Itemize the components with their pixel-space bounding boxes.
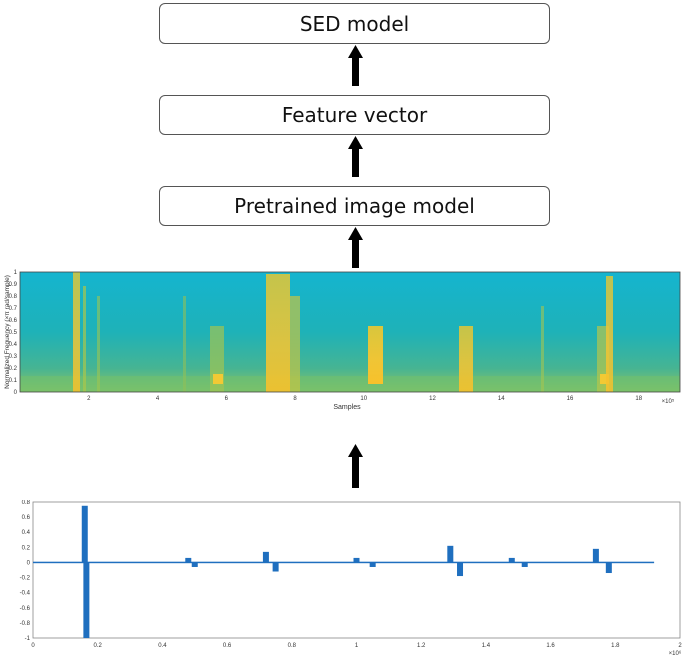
spectrogram-x-tick-label: 2 xyxy=(87,396,91,402)
pretrained-model-label: Pretrained image model xyxy=(234,194,475,218)
waveform-peak xyxy=(272,562,279,572)
arrow-up-icon xyxy=(348,444,363,488)
spectrogram-x-tick-label: 8 xyxy=(293,396,297,402)
waveform-y-ticks: 0.8 0.6 0.4 0.2 0 -0.2 -0.4 -0.6 -0.8 -1 xyxy=(20,500,31,642)
waveform-y-tick-label: -0.4 xyxy=(20,591,31,597)
spectrogram-y-tick-label: 0.4 xyxy=(9,342,18,348)
spectrogram-y-tick-label: 1 xyxy=(14,270,18,276)
waveform-x-tick-label: 1 xyxy=(355,643,359,649)
waveform-y-tick-label: -0.6 xyxy=(20,606,31,612)
waveform-baseline xyxy=(33,561,655,564)
waveform-peak xyxy=(353,557,360,563)
spectrogram-y-tick-label: 0 xyxy=(14,390,18,396)
waveform-peak xyxy=(369,562,376,567)
spectrogram-plot-area xyxy=(19,271,681,393)
spectrogram-x-exponent: ×10⁵ xyxy=(662,398,675,405)
spectrogram-y-tick-label: 0.7 xyxy=(9,306,18,312)
sed-model-box: SED model xyxy=(159,3,550,44)
waveform-x-tick-label: 0 xyxy=(31,643,35,649)
arrow-up-icon xyxy=(348,227,363,268)
waveform-peak xyxy=(81,505,88,563)
waveform-peak xyxy=(508,557,515,563)
spectrogram-x-tick-label: 14 xyxy=(498,396,505,402)
spectrogram-y-tick-label: 0.5 xyxy=(9,330,18,336)
waveform-x-tick-label: 0.4 xyxy=(158,643,167,649)
waveform-y-tick-label: 0 xyxy=(27,560,31,566)
spectrogram-x-tick-label: 18 xyxy=(635,396,642,402)
spectrogram-x-tick-label: 4 xyxy=(156,396,160,402)
waveform-y-tick-label: -1 xyxy=(25,636,31,642)
waveform-x-ticks: 0 0.2 0.4 0.6 0.8 1 1.2 1.4 1.6 1.8 2 xyxy=(31,643,682,649)
waveform-peak xyxy=(457,562,464,577)
spectrogram-x-tick-label: 6 xyxy=(225,396,229,402)
waveform-chart: 0.80.60.40.20-0.2-0.4-0.6-0.8-1 0 0.2 0.4 0… xyxy=(20,500,683,657)
waveform-peak xyxy=(262,551,269,563)
waveform-y-tick-label: 0.2 xyxy=(22,545,31,551)
spectrogram: 0 0.1 0.2 0.3 0.4 0.5 0.6 0.7 0.8 0.9 1 2 4 6 8 10 12 14… xyxy=(4,270,681,411)
waveform-peak xyxy=(191,562,198,567)
spectrogram-y-ticks: 0 0.1 0.2 0.3 0.4 0.5 0.6 0.7 0.8 0.9 1 xyxy=(9,270,18,396)
arrow-up-icon xyxy=(348,136,363,177)
waveform-x-tick-label: 2 xyxy=(678,643,682,649)
spectrogram-y-tick-label: 0.1 xyxy=(9,378,18,384)
waveform-x-tick-label: 0.6 xyxy=(223,643,232,649)
sed-model-label: SED model xyxy=(299,11,410,36)
feature-vector-label: Feature vector xyxy=(281,103,428,127)
waveform-peak xyxy=(592,548,599,563)
waveform-x-tick-label: 0.2 xyxy=(94,643,103,649)
waveform-x-exponent: ×10⁶ xyxy=(669,650,682,657)
feature-vector-box: Feature vector xyxy=(159,95,550,135)
spectrogram-y-tick-label: 0.9 xyxy=(9,282,18,288)
waveform-peak xyxy=(447,545,454,563)
spectrogram-y-tick-label: 0.6 xyxy=(9,318,18,324)
pretrained-image-model-box: Pretrained image model xyxy=(159,186,550,226)
spectrogram-y-tick-label: 0.2 xyxy=(9,366,18,372)
spectrogram-y-tick-label: 0.8 xyxy=(9,294,18,300)
waveform-peak xyxy=(605,562,612,574)
waveform-y-tick-label: 0.4 xyxy=(22,530,31,536)
waveform-series xyxy=(33,505,655,638)
waveform-y-tick-label: 0.8 xyxy=(22,500,31,506)
spectrogram-y-label: Normalized Frequency (×π rad/sample) xyxy=(4,275,11,389)
waveform-x-tick-label: 0.8 xyxy=(288,643,297,649)
waveform-x-tick-label: 1.4 xyxy=(482,643,491,649)
waveform-x-tick-label: 1.6 xyxy=(546,643,555,649)
waveform-y-tick-label: 0.6 xyxy=(22,515,31,521)
waveform-x-tick-label: 1.8 xyxy=(611,643,620,649)
spectrogram-x-tick-label: 10 xyxy=(360,396,367,402)
waveform-peak xyxy=(521,562,528,567)
waveform-y-tick-label: -0.2 xyxy=(20,576,31,582)
spectrogram-x-tick-label: 16 xyxy=(567,396,574,402)
spectrogram-y-tick-label: 0.3 xyxy=(9,354,18,360)
waveform-x-tick-label: 1.2 xyxy=(417,643,426,649)
waveform-plot-frame xyxy=(32,501,681,639)
spectrogram-x-tick-label: 12 xyxy=(429,396,436,402)
waveform-y-tick-label: -0.8 xyxy=(20,621,31,627)
waveform-peak xyxy=(185,557,192,563)
spectrogram-x-label: Samples xyxy=(333,404,361,411)
spectrogram-x-ticks: 2 4 6 8 10 12 14 16 18 xyxy=(87,396,643,402)
waveform-peak xyxy=(83,562,90,638)
arrow-up-icon xyxy=(348,45,363,86)
